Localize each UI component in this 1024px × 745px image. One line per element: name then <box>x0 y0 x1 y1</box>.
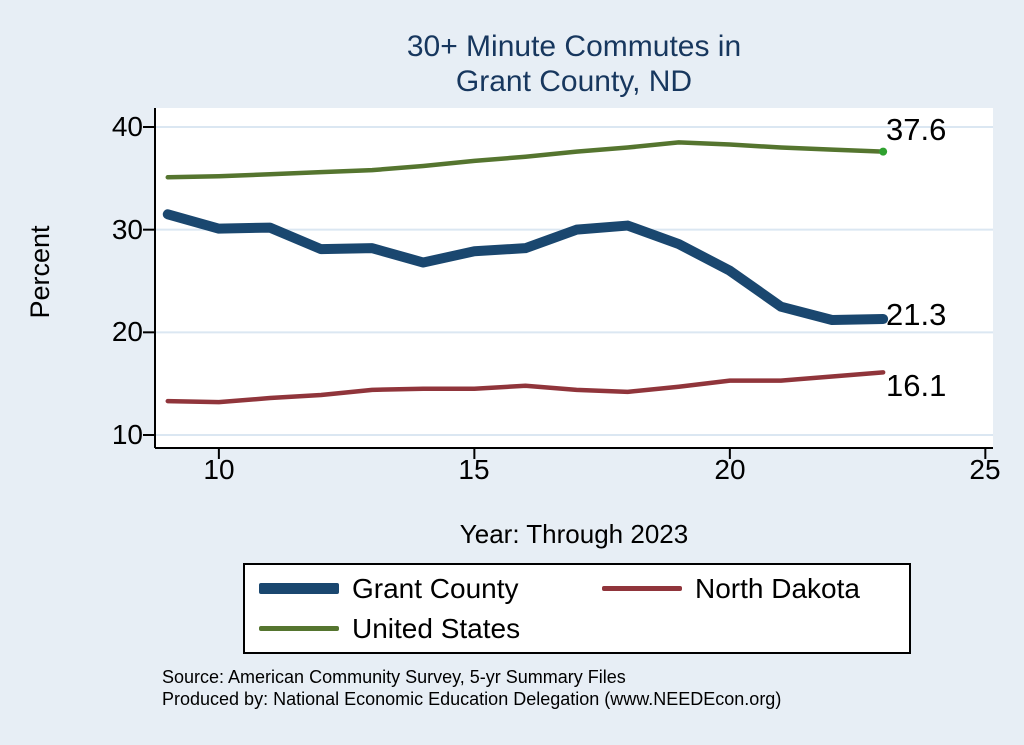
chart-title: 30+ Minute Commutes in Grant County, ND <box>155 29 993 99</box>
x-tick-label-15: 15 <box>458 454 490 485</box>
legend-item-north-dakota: North Dakota <box>602 573 909 605</box>
end-label-grant-county: 21.3 <box>886 297 947 332</box>
chart-legend: Grant County North Dakota United States <box>243 563 911 654</box>
x-tick-label-20: 20 <box>714 454 746 485</box>
legend-item-grant-county: Grant County <box>259 573 602 605</box>
legend-item-united-states: United States <box>259 613 602 645</box>
end-label-united-states: 37.6 <box>886 112 947 147</box>
y-axis-label: Percent <box>25 225 55 319</box>
legend-label-grant-county: Grant County <box>352 572 519 604</box>
chart-title-line-1: 30+ Minute Commutes in <box>406 30 742 63</box>
y-tick-label-40: 40 <box>111 111 143 142</box>
chart-notes: Source: American Community Survey, 5-yr … <box>162 666 781 710</box>
legend-label-north-dakota: North Dakota <box>695 572 860 604</box>
end-label-north-dakota: 16.1 <box>886 368 947 403</box>
y-tick-label-10: 10 <box>111 419 143 450</box>
source-note: Source: American Community Survey, 5-yr … <box>162 667 626 687</box>
x-axis-label: Year: Through 2023 <box>459 519 689 549</box>
produced-by-note: Produced by: National Economic Education… <box>162 689 782 709</box>
chart-title-line-2: Grant County, ND <box>455 65 693 98</box>
x-tick-label-10: 10 <box>203 454 235 485</box>
legend-swatch-united-states <box>259 626 339 631</box>
legend-label-united-states: United States <box>352 612 521 644</box>
y-tick-label-20: 20 <box>111 316 143 347</box>
y-tick-label-30: 30 <box>111 214 143 245</box>
legend-swatch-north-dakota <box>602 586 682 591</box>
legend-swatch-grant-county <box>259 583 339 594</box>
x-tick-label-25: 25 <box>969 454 1001 485</box>
